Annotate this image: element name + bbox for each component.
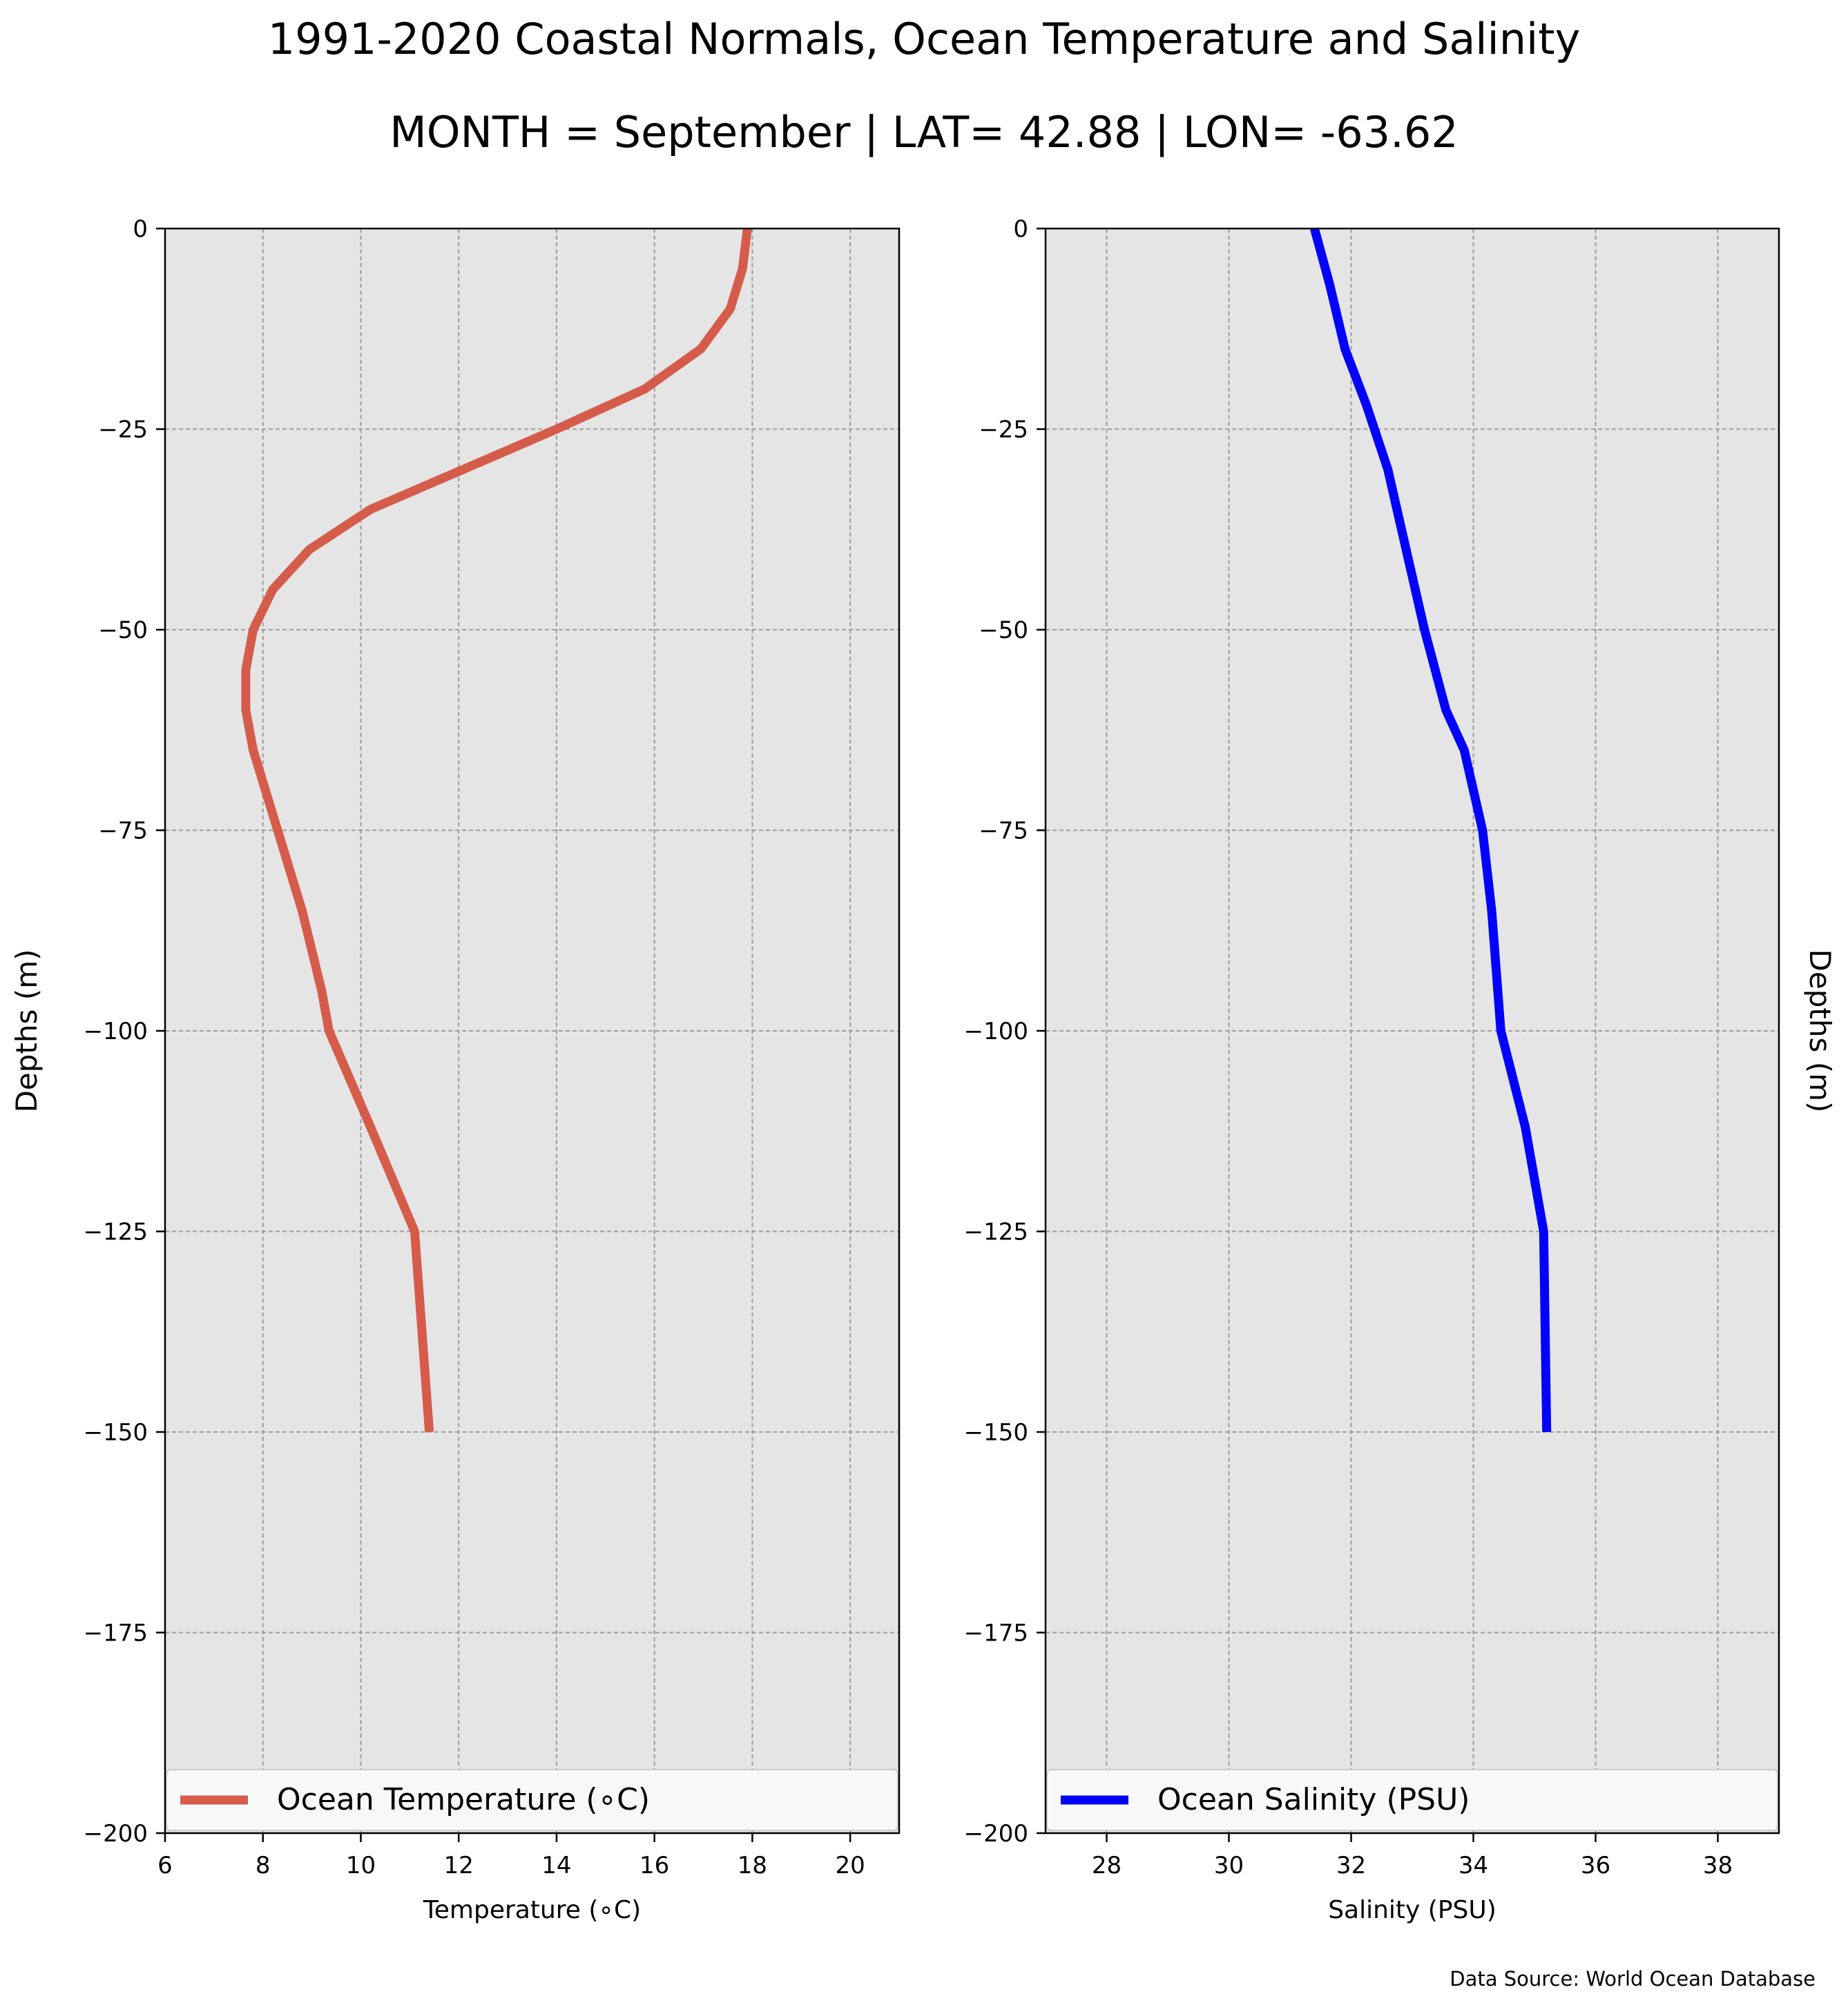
temperature-y-tick-label: −150 xyxy=(84,1419,148,1446)
temperature-y-axis-label: Depths (m) xyxy=(10,949,44,1113)
temperature-y-tick-label: −100 xyxy=(84,1018,148,1045)
temperature-x-tick-label: 14 xyxy=(541,1852,571,1879)
temperature-x-tick-label: 18 xyxy=(738,1852,767,1879)
salinity-series-line xyxy=(1310,227,1552,1433)
temperature-x-tick-label: 20 xyxy=(836,1852,865,1879)
temperature-x-axis-label: Temperature (∘C) xyxy=(423,1896,641,1924)
salinity-x-tick-label: 32 xyxy=(1336,1852,1366,1879)
temperature-legend-label: Ocean Temperature (∘C) xyxy=(277,1782,650,1817)
salinity-x-tick-label: 34 xyxy=(1459,1852,1488,1879)
salinity-x-tick-label: 30 xyxy=(1214,1852,1244,1879)
temperature-series-line xyxy=(241,228,752,1433)
data-source-note: Data Source: World Ocean Database xyxy=(1450,1967,1816,1991)
temperature-y-tick-label: −175 xyxy=(84,1620,148,1647)
temperature-y-tick-label: −125 xyxy=(84,1219,148,1246)
salinity-x-tick-label: 38 xyxy=(1703,1852,1733,1879)
temperature-x-tick-label: 6 xyxy=(157,1852,173,1879)
salinity-legend-box xyxy=(1046,1769,1778,1831)
temperature-y-tick-label: −200 xyxy=(84,1820,148,1848)
salinity-x-tick-label: 28 xyxy=(1092,1852,1122,1879)
salinity-y-tick-label: −75 xyxy=(979,817,1028,845)
temperature-y-tick-label: −50 xyxy=(98,617,148,644)
temperature-y-tick-label: −75 xyxy=(98,817,148,845)
salinity-y-tick-label: −175 xyxy=(964,1620,1028,1647)
salinity-y-tick-label: −150 xyxy=(964,1419,1028,1446)
salinity-y-tick-label: −100 xyxy=(964,1018,1028,1045)
temperature-legend-box xyxy=(166,1769,898,1831)
temperature-x-tick-label: 10 xyxy=(346,1852,376,1879)
temperature-y-tick-label: 0 xyxy=(133,215,148,243)
salinity-y-axis-label: Depths (m) xyxy=(1803,949,1837,1113)
salinity-y-tick-label: −125 xyxy=(964,1219,1028,1246)
salinity-y-tick-label: −50 xyxy=(979,617,1028,644)
salinity-legend-label: Ocean Salinity (PSU) xyxy=(1157,1782,1470,1817)
figure-title: 1991-2020 Coastal Normals, Ocean Tempera… xyxy=(267,14,1581,64)
temperature-x-tick-label: 8 xyxy=(256,1852,271,1879)
salinity-y-tick-label: 0 xyxy=(1013,215,1028,243)
temperature-y-tick-label: −25 xyxy=(98,416,148,444)
salinity-x-axis-label: Salinity (PSU) xyxy=(1328,1896,1496,1924)
salinity-y-tick-label: −200 xyxy=(964,1820,1028,1848)
salinity-y-tick-label: −25 xyxy=(979,416,1028,444)
temperature-x-tick-label: 16 xyxy=(639,1852,669,1879)
temperature-x-tick-label: 12 xyxy=(444,1852,474,1879)
salinity-x-tick-label: 36 xyxy=(1581,1852,1610,1879)
temperature-panel: Ocean Temperature (∘C) 6 8 10 12 14 16 18 20 0 −25… xyxy=(10,215,901,1924)
figure-subtitle: MONTH = September | LAT= 42.88 | LON= -6… xyxy=(389,107,1459,157)
salinity-panel: Ocean Salinity (PSU) 28 30 32 34 36 38 0 −25 −50 −… xyxy=(964,215,1837,1924)
